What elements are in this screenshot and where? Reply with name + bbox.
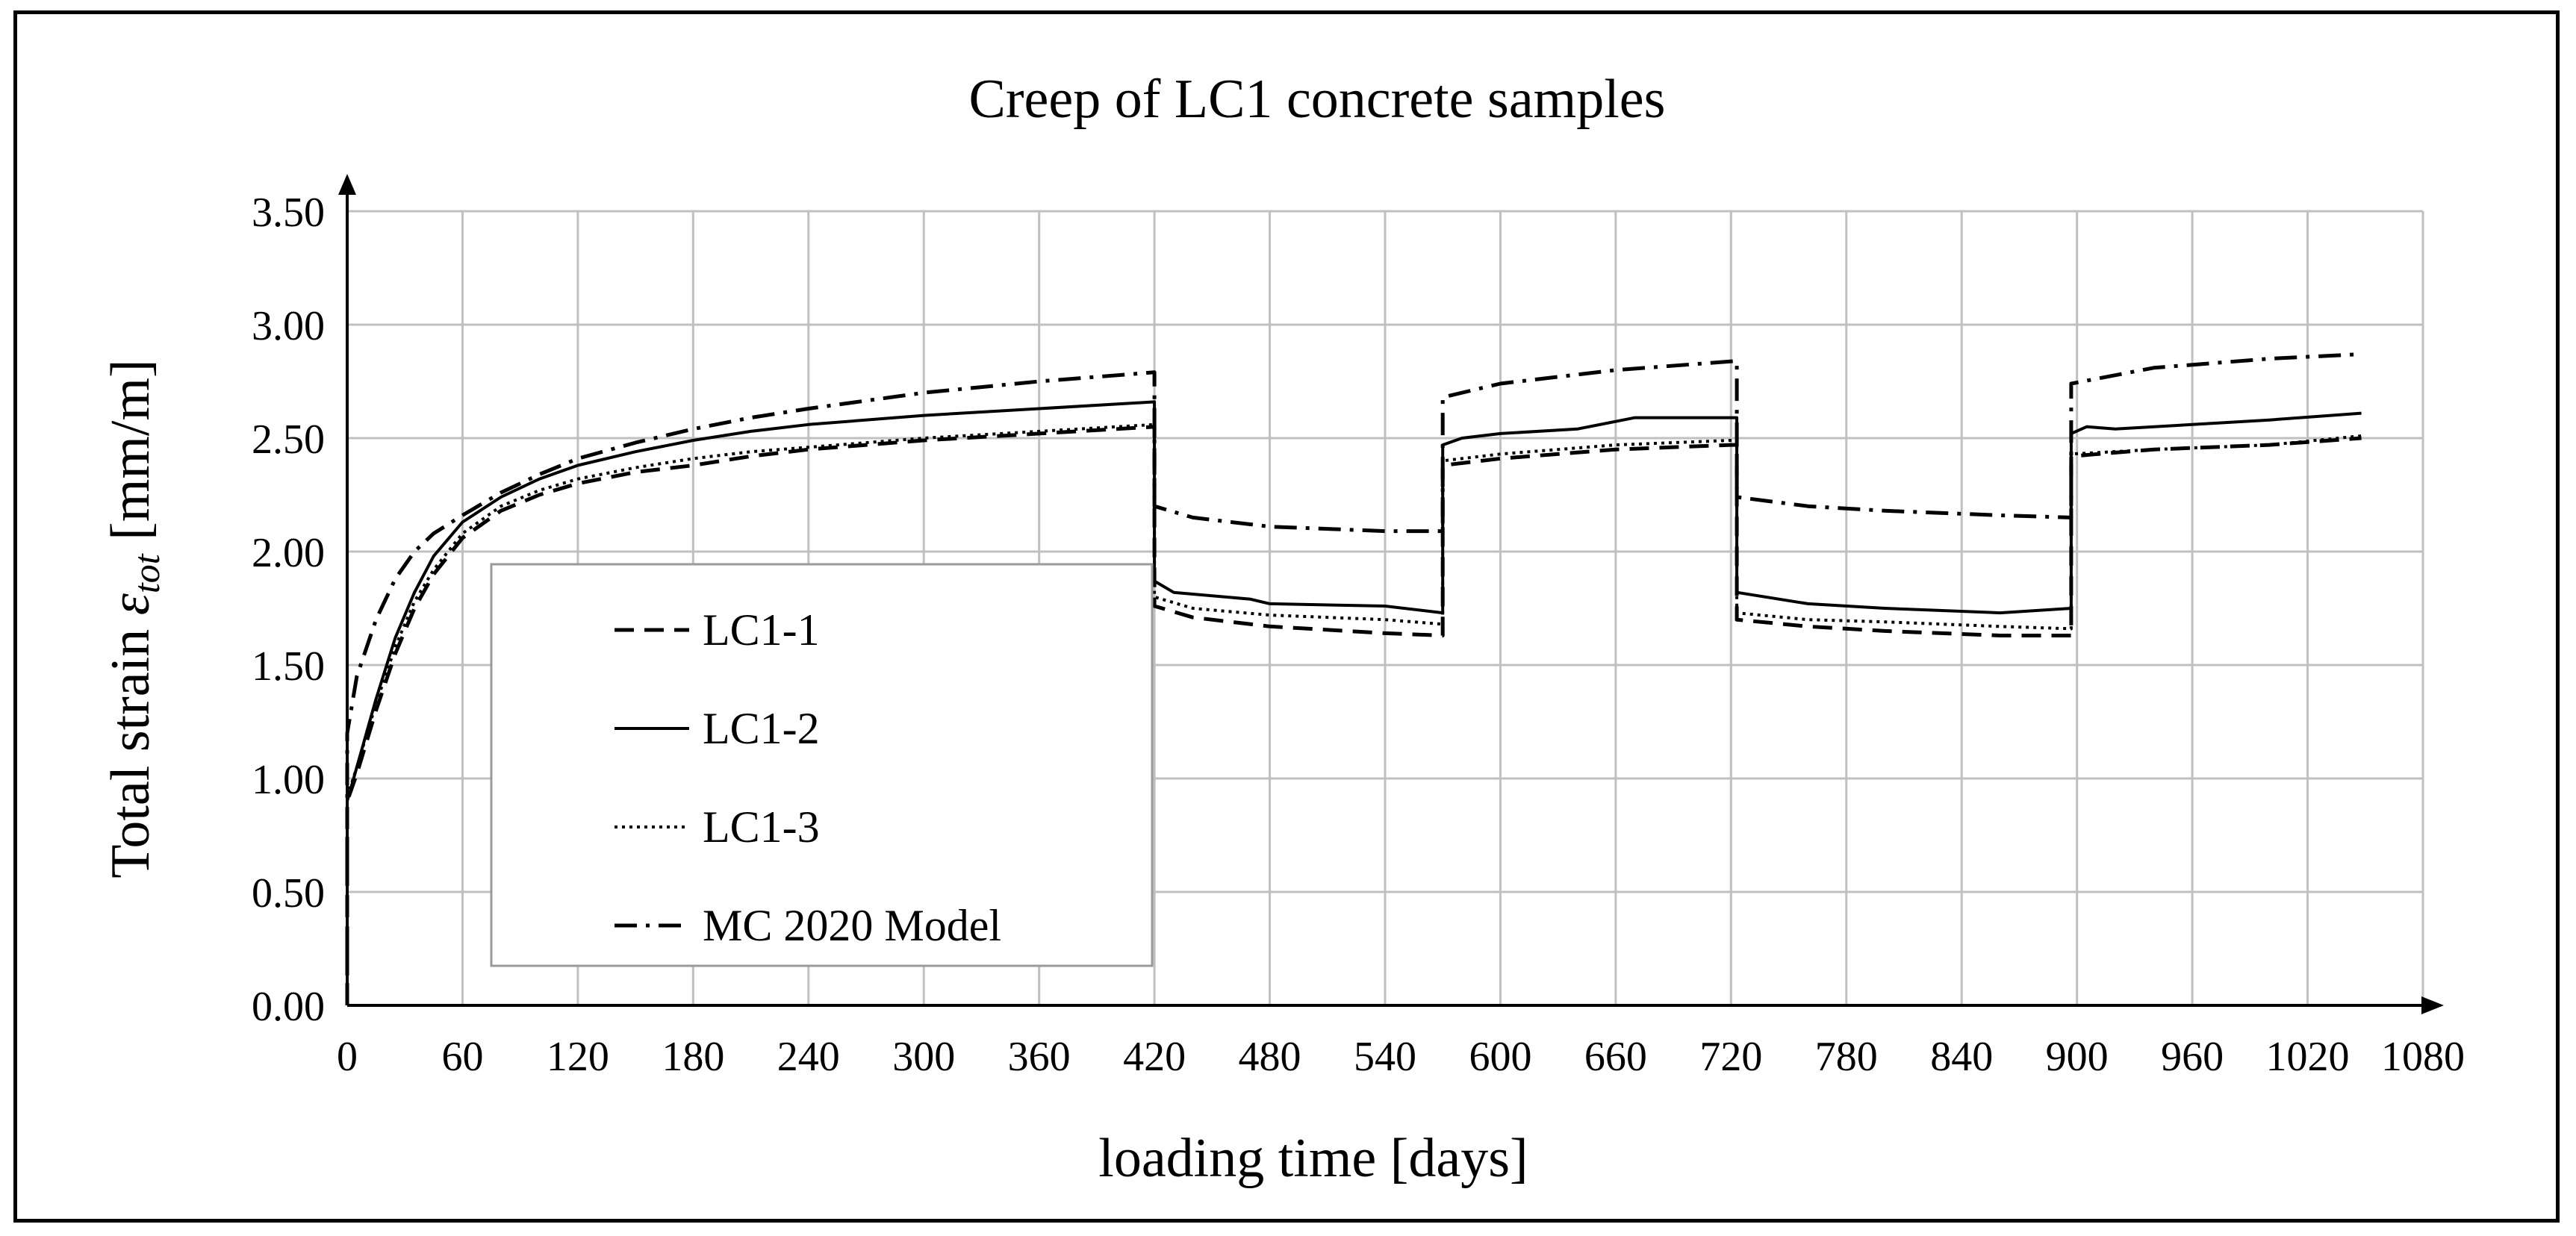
x-tick-label: 180 (662, 1034, 724, 1080)
series-line-lc1-1 (345, 425, 2362, 1005)
creep-chart: Creep of LC1 concrete samples 0 60 120 180 2… (100, 69, 2465, 1189)
series-line-lc1-2 (346, 400, 2362, 1005)
x-tick-label: 840 (1930, 1034, 1993, 1080)
x-tick-label: 300 (892, 1034, 955, 1080)
y-axis-title-suffix: [mm/m] (100, 359, 161, 554)
x-tick-label: 1020 (2266, 1034, 2350, 1080)
x-tick-label: 480 (1239, 1034, 1301, 1080)
x-axis-title: loading time [days] (1098, 1128, 1528, 1189)
y-axis-title-prefix: Total strain (100, 615, 161, 878)
grid (347, 210, 2424, 1005)
x-tick-label: 0 (337, 1034, 358, 1080)
y-tick-label: 0.50 (252, 870, 325, 917)
legend-label: LC1-3 (703, 802, 820, 852)
series-line-mc-2020-model (345, 352, 2362, 1005)
y-axis-title: Total strain εtot [mm/m] (100, 359, 167, 878)
chart-frame: Creep of LC1 concrete samples 0 60 120 180 2… (13, 10, 2560, 1223)
x-tick-label: 720 (1699, 1034, 1762, 1080)
y-tick-label: 1.00 (252, 757, 325, 803)
x-tick-label: 660 (1584, 1034, 1647, 1080)
x-tick-label: 900 (2046, 1034, 2109, 1080)
legend-box (490, 563, 1154, 967)
y-axis-title-symbol: ε (100, 593, 161, 615)
y-axis-title-subscript: tot (125, 553, 167, 593)
x-tick-label: 60 (441, 1034, 483, 1080)
y-tick-label: 3.00 (252, 303, 325, 349)
x-tick-label: 540 (1354, 1034, 1416, 1080)
chart-title: Creep of LC1 concrete samples (969, 69, 1666, 130)
y-axis-arrow (338, 174, 356, 195)
legend-label: LC1-1 (703, 605, 820, 655)
x-tick-label: 240 (777, 1034, 840, 1080)
axes: 0 60 120 180 240 300 360 420 480 540 600 660 720 780 8… (252, 174, 2465, 1080)
y-tick-label: 3.50 (252, 190, 325, 236)
x-axis-arrow (2421, 996, 2444, 1014)
y-tick-label: 0.00 (252, 984, 325, 1030)
legend: LC1-1 LC1-2 LC1-3 MC 2020 Model (490, 563, 1154, 967)
y-tick-label: 1.50 (252, 643, 325, 690)
legend-label: MC 2020 Model (703, 901, 1001, 950)
series-line-lc1-3 (346, 422, 2362, 1005)
x-tick-label: 360 (1008, 1034, 1071, 1080)
x-tick-label: 420 (1123, 1034, 1186, 1080)
series-lines (345, 352, 2362, 1005)
x-tick-label: 780 (1815, 1034, 1878, 1080)
y-tick-label: 2.00 (252, 530, 325, 576)
x-tick-label: 600 (1469, 1034, 1531, 1080)
x-tick-label: 1080 (2381, 1034, 2465, 1080)
x-tick-label: 120 (547, 1034, 609, 1080)
legend-label: LC1-2 (703, 704, 820, 753)
y-tick-label: 2.50 (252, 416, 325, 463)
x-tick-label: 960 (2161, 1034, 2224, 1080)
